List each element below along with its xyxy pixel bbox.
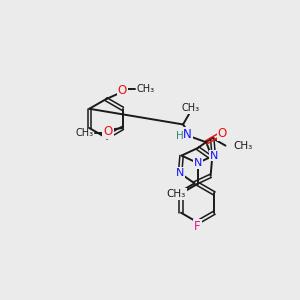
Text: O: O bbox=[118, 84, 127, 97]
Text: N: N bbox=[183, 128, 192, 141]
Text: CH₃: CH₃ bbox=[233, 141, 252, 151]
Text: O: O bbox=[218, 127, 227, 140]
Text: CH₃: CH₃ bbox=[137, 84, 155, 94]
Text: H: H bbox=[176, 131, 183, 141]
Text: CH₃: CH₃ bbox=[182, 103, 200, 113]
Text: N: N bbox=[194, 158, 202, 168]
Text: O: O bbox=[103, 125, 113, 138]
Text: CH₃: CH₃ bbox=[167, 189, 186, 199]
Text: CH₃: CH₃ bbox=[75, 128, 93, 138]
Text: F: F bbox=[194, 220, 201, 233]
Text: N: N bbox=[176, 168, 184, 178]
Text: F: F bbox=[194, 220, 201, 233]
Text: N: N bbox=[209, 151, 218, 160]
